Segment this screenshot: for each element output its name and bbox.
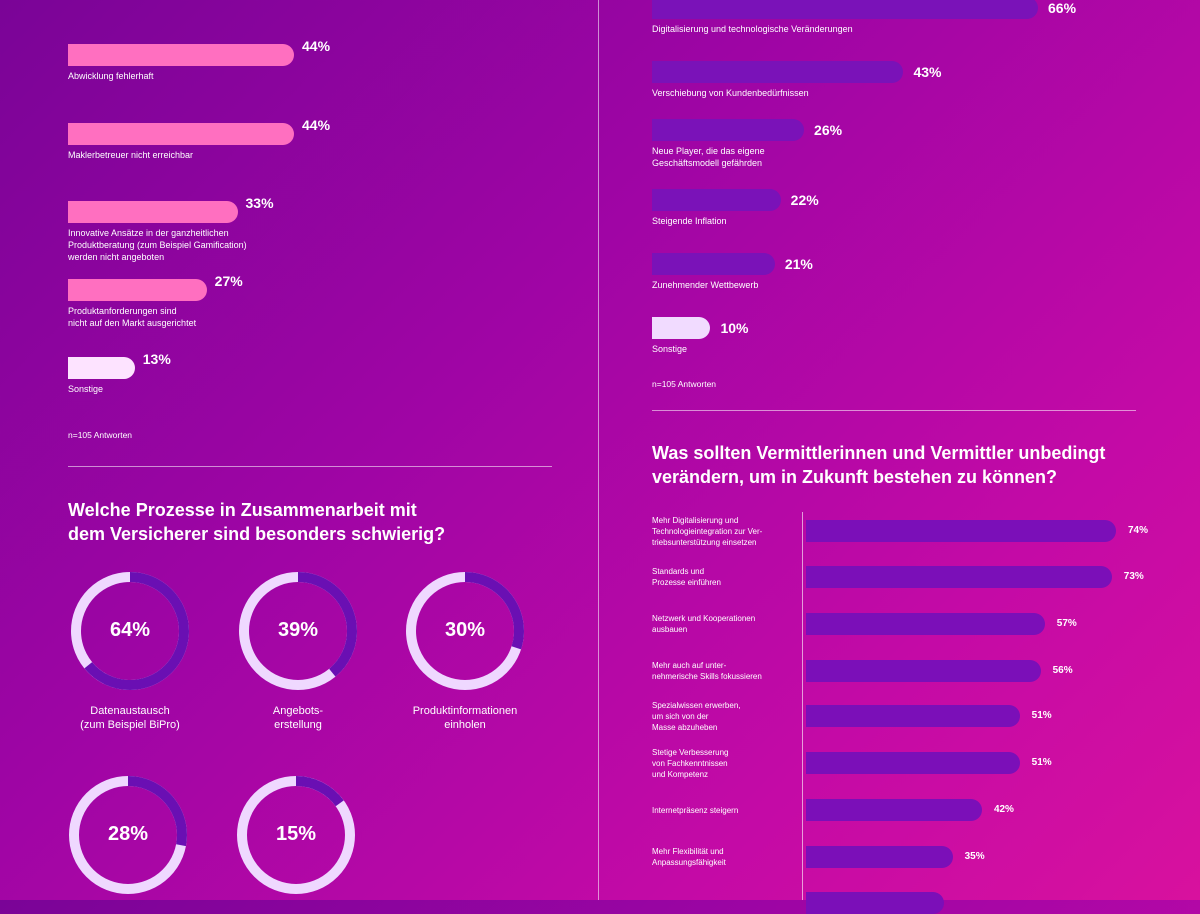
right-section-divider: [652, 410, 1136, 411]
donut-value-arc: [71, 572, 189, 690]
bar-value: 21%: [784, 256, 813, 272]
left-top-note: n=105 Antworten: [68, 430, 133, 440]
bar-value: 22%: [790, 192, 819, 208]
left-section-divider: [68, 466, 552, 467]
bar: [806, 566, 1112, 588]
bar-label: Produktanforderungen sind nicht auf den …: [68, 306, 197, 328]
donut-chart: [406, 572, 524, 690]
bar: [806, 892, 945, 914]
bar: [806, 705, 1020, 727]
bar-label: Mehr auch auf unter- nehmerische Skills …: [652, 661, 762, 681]
bar: [68, 279, 207, 301]
bar-label: Sonstige: [652, 344, 688, 354]
right-bottom-axis: [802, 512, 803, 900]
donut-value: 30%: [444, 619, 486, 641]
bar: [652, 119, 805, 141]
bar-label: Zunehmender Wettbewerb: [652, 280, 759, 290]
donut-value-arc: [69, 776, 187, 894]
bar: [68, 123, 294, 145]
bar-value: 35%: [964, 851, 985, 862]
right-top-note: n=105 Antworten: [652, 379, 717, 389]
bar-value: 33%: [245, 195, 274, 211]
right-bottom-heading: Was sollten Vermittlerinnen und Vermittl…: [652, 443, 1106, 487]
bar: [806, 752, 1020, 774]
bar-value: 13%: [142, 351, 171, 367]
bar: [68, 201, 238, 223]
bar-label: Mehr Digitalisierung und Technologieinte…: [652, 515, 763, 547]
bar: [806, 520, 1116, 542]
donut-value: 15%: [275, 823, 317, 845]
bar-value: 57%: [1056, 618, 1077, 629]
donut-label: Produktinformationen einholen: [412, 705, 518, 731]
bar-label: Digitalisierung und technologische Verän…: [652, 24, 853, 34]
donut-value: 28%: [107, 823, 149, 845]
donut-label: Datenaustausch (zum Beispiel BiPro): [80, 705, 180, 731]
donut-label: Angebots- erstellung: [272, 705, 324, 731]
bar: [652, 317, 711, 339]
bar-label: Internetpräsenz steigern: [652, 805, 739, 815]
donut-value-arc: [237, 776, 355, 894]
bar-value: 56%: [1052, 665, 1073, 676]
bar: [806, 613, 1045, 635]
donut-value-arc: [239, 572, 357, 690]
bar: [806, 799, 982, 821]
donut-chart: [237, 776, 355, 894]
bar-value: 66%: [1048, 0, 1077, 16]
bar-value: 51%: [1031, 710, 1052, 721]
bar: [652, 61, 904, 83]
bar-value: 74%: [1128, 525, 1149, 536]
bar-value: 73%: [1123, 571, 1144, 582]
center-divider: [598, 0, 599, 900]
bar: [652, 253, 775, 275]
bar: [806, 660, 1041, 682]
donut-chart: [71, 572, 189, 690]
bar-label: Sonstige: [68, 384, 104, 394]
bar-label: Innovative Ansätze in der ganzheitlichen…: [68, 228, 247, 262]
bar-label: Netzwerk und Kooperationen ausbauen: [652, 614, 756, 634]
bar-value: 42%: [993, 804, 1014, 815]
bar-value: 51%: [1031, 757, 1052, 768]
bar-label: Maklerbetreuer nicht erreichbar: [68, 150, 194, 160]
bar-value: 43%: [913, 64, 942, 80]
bar: [652, 189, 781, 211]
bar-value: 44%: [302, 117, 331, 133]
bar: [68, 44, 294, 66]
bar-value: 26%: [814, 122, 843, 138]
bar: [68, 357, 135, 379]
bar-label: Standards und Prozesse einführen: [652, 567, 721, 587]
donut-value: 64%: [109, 619, 151, 641]
left-bottom-heading: Welche Prozesse in Zusammenarbeit mit de…: [68, 500, 446, 544]
bar-label: Verschiebung von Kundenbedürfnissen: [652, 88, 809, 98]
donut-value-arc: [406, 572, 524, 690]
bar-label: Neue Player, die das eigene Geschäftsmod…: [652, 146, 765, 168]
donut-value: 39%: [277, 619, 319, 641]
bar-label: Steigende Inflation: [652, 216, 727, 226]
bar-label: Stetige Verbesserung von Fachkenntnissen…: [652, 747, 729, 779]
bar-value: 44%: [302, 38, 331, 54]
donut-chart: [69, 776, 187, 894]
bar-label: Abwicklung fehlerhaft: [68, 71, 154, 81]
donut-chart: [239, 572, 357, 690]
bar-label: Spezialwissen erwerben, um sich von der …: [652, 700, 741, 732]
bar-value: 10%: [720, 320, 749, 336]
bar-label: Mehr Flexibilität und Anpassungsfähigkei…: [652, 847, 726, 867]
bar-value: 27%: [214, 273, 243, 289]
bar: [806, 846, 953, 868]
bar: [652, 0, 1038, 19]
